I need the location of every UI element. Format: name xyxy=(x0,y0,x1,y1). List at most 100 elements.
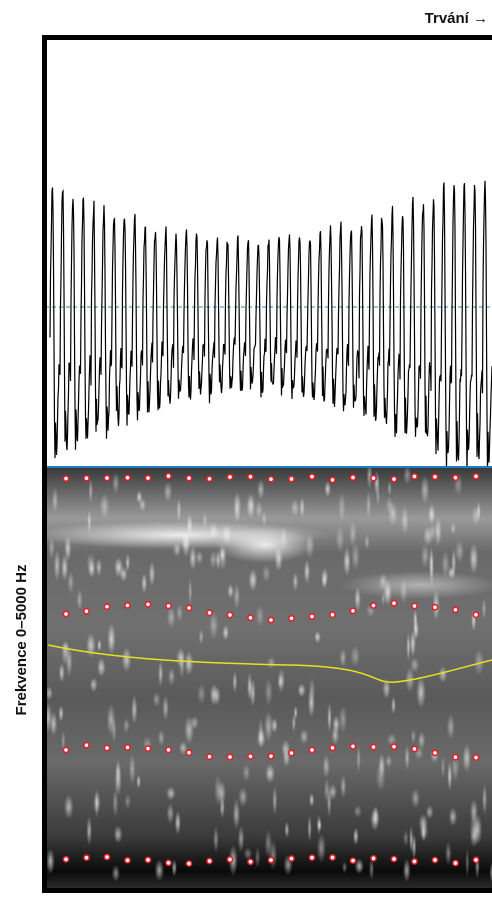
harmonic-blob xyxy=(343,547,351,577)
harmonic-blob xyxy=(125,553,131,572)
formant-dot xyxy=(349,607,357,615)
harmonic-blob xyxy=(418,813,429,833)
harmonic-blob xyxy=(176,603,184,622)
harmonic-blob xyxy=(89,677,98,692)
harmonic-blob xyxy=(420,543,430,569)
harmonic-blob xyxy=(262,564,271,583)
harmonic-blob xyxy=(403,830,409,847)
formant-dot xyxy=(370,474,377,482)
formant-dot xyxy=(329,611,336,619)
harmonic-blob xyxy=(338,492,346,523)
formant-dot xyxy=(411,858,418,865)
harmonic-blob xyxy=(314,631,321,644)
waveform xyxy=(49,180,492,473)
formant-dot xyxy=(349,857,357,865)
harmonic-blob xyxy=(350,644,361,668)
spectrogram-detail xyxy=(45,468,492,883)
formant-dot xyxy=(308,746,316,754)
harmonic-blob xyxy=(97,639,102,652)
harmonic-blob xyxy=(246,493,256,519)
formant-dot xyxy=(247,473,254,481)
harmonic-blob xyxy=(450,522,457,535)
formant-dot xyxy=(62,610,70,618)
harmonic-blob xyxy=(411,833,417,860)
formant-dot xyxy=(390,743,398,751)
harmonic-blob xyxy=(403,468,412,486)
formant-dot xyxy=(329,476,336,484)
formant-dot xyxy=(124,856,131,864)
formant-dot xyxy=(206,857,213,865)
harmonic-blob xyxy=(438,665,448,683)
harmonic-blob xyxy=(447,761,453,791)
harmonic-blob xyxy=(112,472,120,494)
formant-dot xyxy=(185,860,193,867)
formant-dot xyxy=(226,856,234,863)
harmonic-blob xyxy=(189,545,197,571)
formant-glow xyxy=(340,571,492,599)
harmonic-blob xyxy=(455,540,465,563)
harmonic-blob xyxy=(323,778,330,803)
harmonic-blob xyxy=(476,500,481,522)
harmonic-blob xyxy=(411,788,420,809)
harmonic-blob xyxy=(123,717,130,734)
harmonic-blob xyxy=(238,787,248,807)
harmonic-blob xyxy=(316,833,326,864)
frequency-label: Frekvence 0–5000 Hz xyxy=(13,565,30,716)
harmonic-blob xyxy=(265,763,275,784)
harmonic-blob xyxy=(190,716,199,730)
harmonic-blob xyxy=(154,859,165,882)
harmonic-blob xyxy=(197,683,206,705)
harmonic-blob xyxy=(227,583,234,599)
duration-label: Trvání → xyxy=(425,10,488,27)
formant-dot xyxy=(206,475,213,483)
harmonic-blob xyxy=(402,858,411,883)
formant-dot xyxy=(83,474,90,482)
harmonic-blob xyxy=(61,641,70,654)
formant-dot xyxy=(288,614,295,622)
harmonic-blob xyxy=(272,785,278,816)
harmonic-blob xyxy=(451,548,457,578)
harmonic-blob xyxy=(465,847,470,878)
frame-bottom xyxy=(42,888,492,893)
harmonic-blob xyxy=(264,710,274,742)
formant-dot xyxy=(431,473,439,481)
harmonic-blob xyxy=(163,481,173,502)
formant-dot xyxy=(267,475,275,483)
harmonic-blob xyxy=(400,505,409,536)
harmonic-blob xyxy=(489,861,492,883)
formant-dot xyxy=(62,475,70,482)
formant-dot xyxy=(247,614,254,622)
harmonic-blob xyxy=(297,683,306,698)
formant-dot xyxy=(124,474,131,482)
harmonic-blob xyxy=(317,818,322,832)
formant-dot xyxy=(144,474,152,482)
formant-dot xyxy=(185,604,193,612)
waveform-trace xyxy=(49,180,492,473)
harmonic-blob xyxy=(351,542,360,571)
harmonic-blob xyxy=(58,662,65,683)
formant-dot xyxy=(144,745,152,752)
harmonic-blob xyxy=(111,864,120,882)
harmonic-blob xyxy=(247,672,253,701)
harmonic-blob xyxy=(356,744,361,773)
harmonic-blob xyxy=(162,695,169,721)
formant-dot xyxy=(267,856,275,864)
harmonic-blob xyxy=(214,686,221,706)
harmonic-blob xyxy=(152,692,161,708)
harmonic-blob xyxy=(99,493,110,520)
harmonic-blob xyxy=(417,731,426,750)
harmonic-blob xyxy=(166,786,176,801)
formant-dot xyxy=(370,854,377,862)
formant-dot xyxy=(452,474,459,482)
harmonic-blob xyxy=(95,558,102,577)
formant-dot xyxy=(390,855,398,863)
harmonic-blob xyxy=(213,826,219,853)
formant-dot xyxy=(431,749,439,757)
harmonic-blob xyxy=(352,827,359,846)
harmonic-blob xyxy=(138,498,146,512)
harmonic-blob xyxy=(406,632,411,662)
harmonic-blob xyxy=(372,805,379,825)
harmonic-blob xyxy=(416,676,426,709)
harmonic-blob xyxy=(290,498,300,517)
